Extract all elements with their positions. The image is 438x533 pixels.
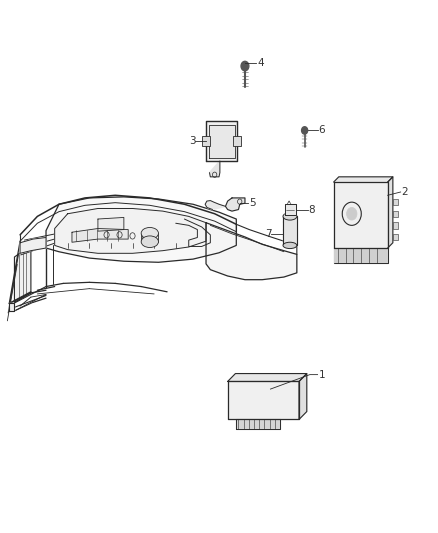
- Ellipse shape: [141, 228, 159, 239]
- Polygon shape: [206, 223, 297, 280]
- Polygon shape: [9, 303, 14, 311]
- Bar: [202, 136, 210, 146]
- Polygon shape: [98, 217, 124, 231]
- Text: 8: 8: [308, 205, 315, 215]
- Bar: [393, 211, 398, 217]
- Polygon shape: [205, 200, 226, 209]
- Bar: [393, 234, 398, 240]
- Circle shape: [302, 127, 307, 134]
- Polygon shape: [226, 198, 245, 211]
- Polygon shape: [285, 204, 296, 215]
- Text: 2: 2: [402, 187, 408, 197]
- Polygon shape: [334, 177, 393, 182]
- Polygon shape: [20, 238, 46, 253]
- Circle shape: [346, 207, 357, 220]
- Bar: [233, 136, 241, 146]
- Bar: [393, 222, 398, 229]
- Polygon shape: [334, 182, 388, 248]
- Polygon shape: [72, 229, 128, 242]
- Text: 1: 1: [318, 369, 325, 379]
- Polygon shape: [209, 161, 220, 177]
- Polygon shape: [206, 122, 237, 161]
- Text: 7: 7: [265, 229, 272, 239]
- Polygon shape: [14, 245, 31, 302]
- Text: 3: 3: [190, 136, 196, 146]
- Ellipse shape: [283, 242, 297, 248]
- Polygon shape: [228, 382, 299, 419]
- Text: 4: 4: [257, 59, 264, 68]
- Bar: [393, 199, 398, 205]
- Polygon shape: [283, 216, 297, 245]
- Polygon shape: [46, 197, 236, 262]
- Circle shape: [241, 61, 249, 71]
- Polygon shape: [208, 125, 235, 158]
- Polygon shape: [236, 419, 279, 429]
- Polygon shape: [334, 248, 388, 263]
- Ellipse shape: [141, 236, 159, 247]
- Polygon shape: [55, 208, 206, 253]
- Text: 5: 5: [249, 198, 256, 208]
- Polygon shape: [228, 374, 307, 382]
- Text: 6: 6: [318, 125, 325, 135]
- Polygon shape: [388, 177, 393, 248]
- Polygon shape: [299, 374, 307, 419]
- Ellipse shape: [283, 213, 297, 220]
